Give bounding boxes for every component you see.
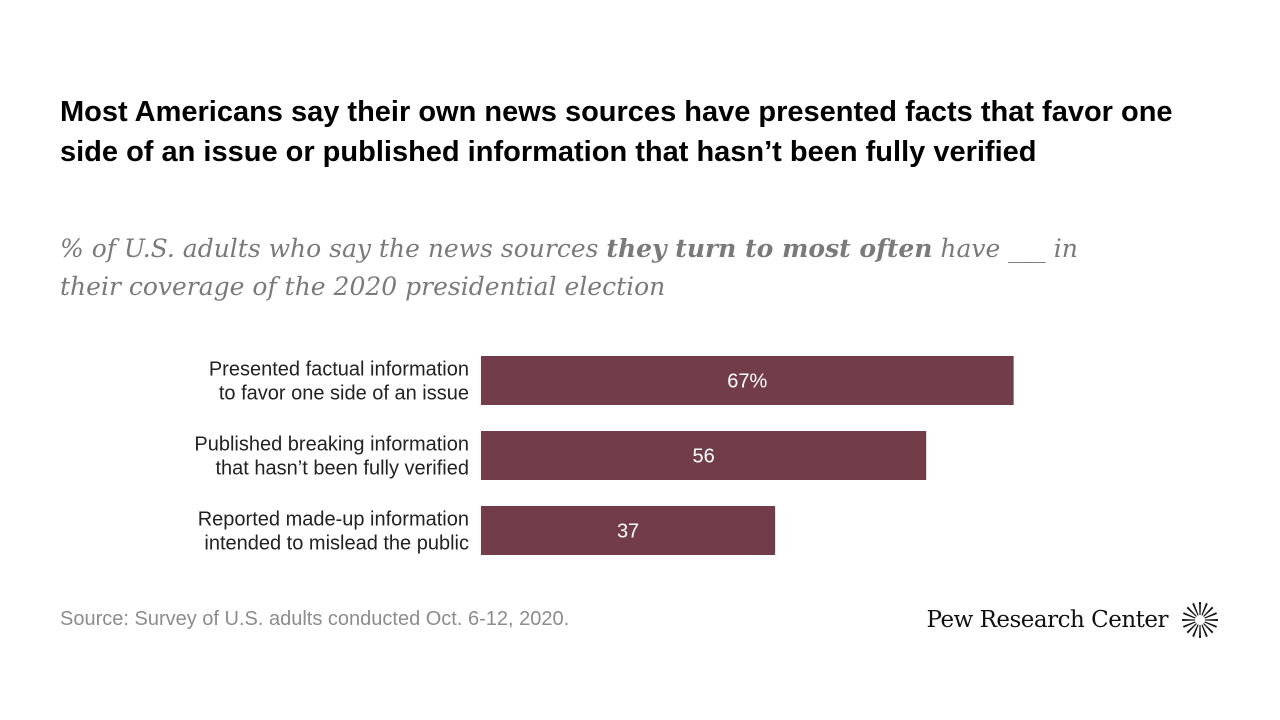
sunburst-ray xyxy=(1183,612,1196,619)
data-label: 37 xyxy=(617,521,639,543)
subtitle-emphasis: they turn to most often xyxy=(606,234,933,263)
sunburst-ray xyxy=(1199,624,1201,638)
category-label-line: intended to mislead the public xyxy=(204,533,469,555)
sunburst-ray xyxy=(1201,624,1208,637)
category-label: Published breaking information that hasn’… xyxy=(194,434,469,480)
bar xyxy=(481,506,776,555)
category-label: Reported made-up information intended to … xyxy=(198,509,469,555)
subtitle-text-before: % of U.S. adults who say the news source… xyxy=(60,234,607,263)
pew-logo: Pew Research Center xyxy=(927,600,1220,640)
category-label-line: that hasn’t been fully verified xyxy=(216,458,470,480)
sunburst-ray xyxy=(1182,619,1196,621)
pew-sunburst-icon xyxy=(1182,602,1218,638)
category-label: Presented factual information to favor on… xyxy=(209,359,469,405)
sunburst-ray xyxy=(1199,602,1201,616)
source-note: Source: Survey of U.S. adults conducted … xyxy=(60,608,570,630)
sunburst-ray xyxy=(1204,621,1217,628)
sunburst-ray xyxy=(1204,619,1218,621)
subtitle-text-after: have ___ in their coverage of the 2020 p… xyxy=(60,234,1078,301)
logo-text: Pew Research Center xyxy=(926,607,1169,633)
sunburst-ray xyxy=(1192,624,1199,637)
data-label: 67% xyxy=(727,371,767,393)
category-label-line: Reported made-up information xyxy=(198,509,469,531)
chart-subtitle: % of U.S. adults who say the news source… xyxy=(60,230,1100,306)
category-label-line: Presented factual information xyxy=(209,359,469,381)
sunburst-ray xyxy=(1186,606,1197,617)
sunburst-ray xyxy=(1201,603,1208,616)
data-label: 56 xyxy=(692,446,714,468)
sunburst-ray xyxy=(1204,612,1217,619)
chart-title: Most Americans say their own news source… xyxy=(60,96,1173,168)
sunburst-ray xyxy=(1203,623,1214,634)
category-label-line: to favor one side of an issue xyxy=(219,383,469,405)
category-label-line: Published breaking information xyxy=(194,434,469,456)
sunburst-ray xyxy=(1183,621,1196,628)
sunburst-ray xyxy=(1203,606,1214,617)
sunburst-ray xyxy=(1186,623,1197,634)
bar xyxy=(481,356,1014,405)
sunburst-ray xyxy=(1192,603,1199,616)
bar xyxy=(481,431,927,480)
